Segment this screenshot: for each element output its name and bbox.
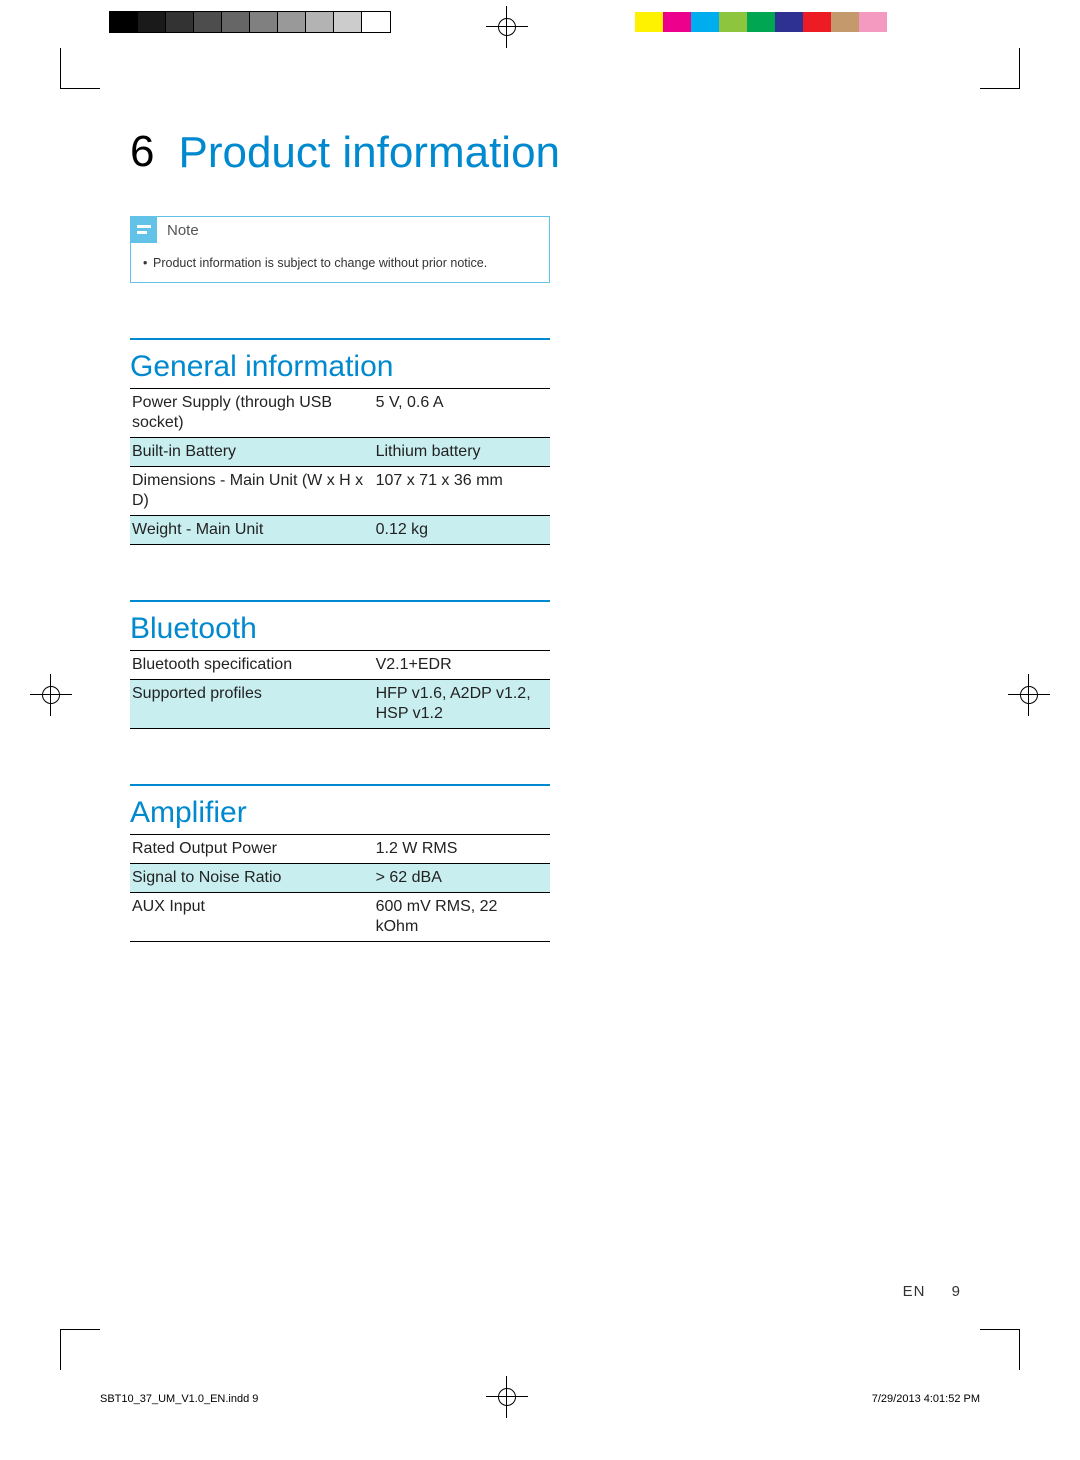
grayscale-calibration-bar: [110, 12, 390, 32]
note-text: Product information is subject to change…: [131, 249, 549, 282]
spec-value: 5 V, 0.6 A: [374, 389, 550, 438]
crop-mark-icon: [980, 48, 1020, 88]
note-icon: [131, 217, 157, 243]
crop-mark-icon: [60, 1330, 100, 1370]
spec-value: HFP v1.6, A2DP v1.2, HSP v1.2: [374, 680, 550, 729]
swatch: [334, 12, 362, 32]
footer-page-number: 9: [952, 1283, 960, 1300]
swatch: [719, 12, 747, 32]
swatch: [663, 12, 691, 32]
chapter-heading: 6 Product information: [130, 130, 630, 176]
spec-table: Power Supply (through USB socket)5 V, 0.…: [130, 388, 550, 545]
swatch: [362, 12, 390, 32]
spec-value: 600 mV RMS, 22 kOhm: [374, 893, 550, 942]
swatch: [747, 12, 775, 32]
spec-label: Built-in Battery: [130, 438, 374, 467]
spec-label: AUX Input: [130, 893, 374, 942]
swatch: [803, 12, 831, 32]
swatch: [194, 12, 222, 32]
swatch: [166, 12, 194, 32]
registration-mark-icon: [492, 1382, 522, 1412]
spec-section: General information Power Supply (through…: [130, 338, 550, 545]
spec-label: Supported profiles: [130, 680, 374, 729]
spec-value: Lithium battery: [374, 438, 550, 467]
table-row: Weight - Main Unit0.12 kg: [130, 516, 550, 545]
table-row: Power Supply (through USB socket)5 V, 0.…: [130, 389, 550, 438]
table-row: Dimensions - Main Unit (W x H x D)107 x …: [130, 467, 550, 516]
color-calibration-bar: [635, 12, 915, 32]
table-row: Signal to Noise Ratio> 62 dBA: [130, 864, 550, 893]
chapter-number: 6: [130, 130, 154, 174]
chapter-title: Product information: [178, 130, 560, 176]
section-title: Amplifier: [130, 796, 550, 830]
spec-label: Rated Output Power: [130, 835, 374, 864]
registration-mark-icon: [492, 12, 522, 42]
footer-language: EN: [903, 1283, 926, 1300]
swatch: [831, 12, 859, 32]
note-label: Note: [167, 222, 199, 239]
swatch: [691, 12, 719, 32]
registration-mark-icon: [36, 680, 66, 710]
spec-label: Dimensions - Main Unit (W x H x D): [130, 467, 374, 516]
spec-value: V2.1+EDR: [374, 651, 550, 680]
swatch: [859, 12, 887, 32]
spec-value: > 62 dBA: [374, 864, 550, 893]
crop-mark-icon: [60, 48, 100, 88]
section-title: Bluetooth: [130, 612, 550, 646]
table-row: AUX Input600 mV RMS, 22 kOhm: [130, 893, 550, 942]
spec-value: 1.2 W RMS: [374, 835, 550, 864]
spec-label: Weight - Main Unit: [130, 516, 374, 545]
swatch: [278, 12, 306, 32]
spec-value: 107 x 71 x 36 mm: [374, 467, 550, 516]
swatch: [222, 12, 250, 32]
table-row: Built-in BatteryLithium battery: [130, 438, 550, 467]
spec-section: Bluetooth Bluetooth specificationV2.1+EDR…: [130, 600, 550, 729]
registration-mark-icon: [1014, 680, 1044, 710]
note-box: Note Product information is subject to c…: [130, 216, 550, 283]
swatch: [775, 12, 803, 32]
swatch: [635, 12, 663, 32]
swatch: [306, 12, 334, 32]
table-row: Supported profilesHFP v1.6, A2DP v1.2, H…: [130, 680, 550, 729]
page-footer: EN 9: [903, 1283, 960, 1300]
section-title: General information: [130, 350, 550, 384]
spec-table: Bluetooth specificationV2.1+EDRSupported…: [130, 650, 550, 729]
crop-mark-icon: [980, 1330, 1020, 1370]
swatch: [887, 12, 915, 32]
swatch: [110, 12, 138, 32]
spec-label: Signal to Noise Ratio: [130, 864, 374, 893]
spec-section: Amplifier Rated Output Power1.2 W RMSSign…: [130, 784, 550, 942]
spec-label: Bluetooth specification: [130, 651, 374, 680]
swatch: [138, 12, 166, 32]
spec-label: Power Supply (through USB socket): [130, 389, 374, 438]
preflight-filename: SBT10_37_UM_V1.0_EN.indd 9: [100, 1393, 258, 1405]
table-row: Rated Output Power1.2 W RMS: [130, 835, 550, 864]
spec-value: 0.12 kg: [374, 516, 550, 545]
page-content: 6 Product information Note Product infor…: [130, 130, 630, 997]
preflight-timestamp: 7/29/2013 4:01:52 PM: [872, 1393, 980, 1405]
swatch: [250, 12, 278, 32]
table-row: Bluetooth specificationV2.1+EDR: [130, 651, 550, 680]
spec-table: Rated Output Power1.2 W RMSSignal to Noi…: [130, 834, 550, 942]
